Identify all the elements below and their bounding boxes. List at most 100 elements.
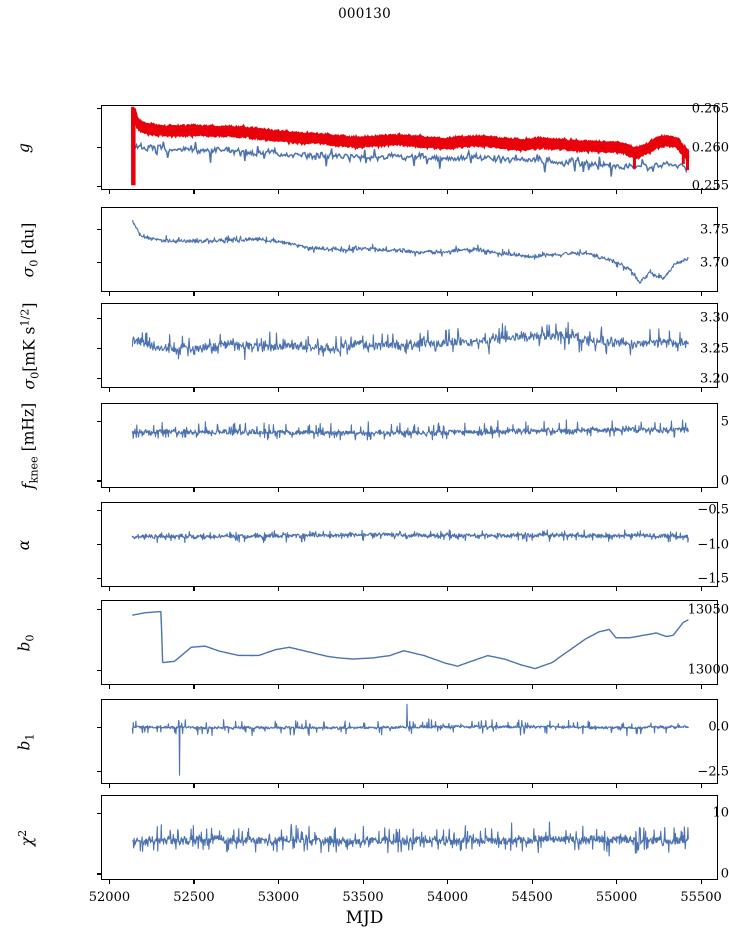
xtickmark-p0-7 xyxy=(700,190,702,194)
trace-b0-series xyxy=(132,612,688,669)
xtickmark-p7-2 xyxy=(277,880,280,884)
ytickmark-b1-1 xyxy=(97,726,101,728)
xtickmark-p5-6 xyxy=(616,685,618,689)
ytick-sigma0-du-0: 3.70 xyxy=(700,255,729,271)
panel-alpha xyxy=(101,502,718,587)
ylabel-sigma0-du: σ0 [du] xyxy=(19,222,41,277)
xtickmark-p4-2 xyxy=(277,587,280,591)
ytickmark-sigma0-mK-2 xyxy=(97,317,101,319)
trace-gain-blue xyxy=(132,142,688,177)
xtickmark-p4-5 xyxy=(531,587,533,591)
xtickmark-p0-2 xyxy=(277,190,280,194)
xtickmark-p5-5 xyxy=(531,685,533,689)
xtick-label-5: 54500 xyxy=(511,890,553,905)
xtick-label-0: 52000 xyxy=(88,890,131,905)
trace-sigma0-mK-series xyxy=(132,323,688,360)
ytick-b1-0: −2.5 xyxy=(697,764,729,780)
ytickmark-b0-0 xyxy=(97,669,101,672)
ytickmark-b1-0 xyxy=(97,771,101,773)
ylabel-chi2: χ2 xyxy=(15,829,37,846)
ytickmark-alpha-2 xyxy=(97,509,101,511)
ytick-sigma0-mK-0: 3.20 xyxy=(700,371,729,387)
ylabel-gain: g xyxy=(15,142,33,153)
xtickmark-p0-1 xyxy=(193,190,195,194)
ylabel-b0: b0 xyxy=(15,633,37,652)
xtickmark-p5-0 xyxy=(108,685,111,689)
panel-f-knee xyxy=(101,403,718,488)
plot-area-sigma0-mK xyxy=(102,304,717,387)
xtickmark-p5-4 xyxy=(447,685,449,689)
ytick-f-knee-1: 5 xyxy=(720,414,729,430)
ytickmark-f-knee-1 xyxy=(97,421,101,423)
trace-gain-red xyxy=(132,107,688,185)
ytickmark-f-knee-0 xyxy=(97,480,101,482)
xtickmark-p2-3 xyxy=(362,388,364,392)
xtickmark-p2-2 xyxy=(277,388,280,392)
ytick-chi2-0: 0 xyxy=(720,866,729,882)
plot-area-f-knee xyxy=(102,404,717,487)
ytick-gain-0: 0.255 xyxy=(691,178,729,194)
ytick-alpha-1: −1.0 xyxy=(697,537,729,552)
ylabel-alpha: α xyxy=(15,539,33,550)
xtick-label-6: 55000 xyxy=(595,890,638,905)
ytick-gain-2: 0.265 xyxy=(691,101,729,117)
xtickmark-p0-6 xyxy=(616,190,618,194)
ytickmark-sigma0-mK-1 xyxy=(97,348,101,350)
xtickmark-p1-3 xyxy=(362,292,364,296)
plot-area-b0 xyxy=(102,601,717,684)
ytick-sigma0-du-1: 3.75 xyxy=(700,222,729,238)
xtickmark-p6-4 xyxy=(447,784,449,788)
ytickmark-gain-1 xyxy=(97,147,101,149)
panel-b0 xyxy=(101,600,718,685)
ytick-alpha-0: −1.5 xyxy=(697,571,729,587)
xtickmark-p6-5 xyxy=(531,784,533,788)
ytick-chi2-1: 10 xyxy=(712,805,729,821)
xtickmark-p0-5 xyxy=(531,190,533,194)
plot-area-gain xyxy=(102,106,717,189)
xlabel-mjd: MJD xyxy=(345,908,384,928)
plot-area-b1 xyxy=(102,700,717,783)
ytickmark-chi2-0 xyxy=(97,873,101,875)
xtickmark-p4-4 xyxy=(447,587,449,591)
xtickmark-p3-1 xyxy=(193,488,195,492)
ytickmark-gain-0 xyxy=(97,185,101,187)
xtickmark-p2-5 xyxy=(531,388,533,392)
xtickmark-p3-6 xyxy=(616,488,618,492)
xtickmark-p6-2 xyxy=(277,784,280,788)
xtickmark-p0-3 xyxy=(362,190,364,194)
xtickmark-p7-6 xyxy=(616,880,618,884)
xtickmark-p3-0 xyxy=(108,488,111,492)
xtickmark-p3-7 xyxy=(700,488,702,492)
panel-b1 xyxy=(101,699,718,784)
xtickmark-p4-1 xyxy=(193,587,195,591)
xtickmark-p6-7 xyxy=(700,784,702,788)
xtick-label-1: 52500 xyxy=(173,890,215,905)
xtickmark-p7-3 xyxy=(362,880,364,884)
xtickmark-p2-7 xyxy=(700,388,702,392)
xtickmark-p1-2 xyxy=(277,292,280,296)
xtick-label-7: 55500 xyxy=(680,890,722,905)
xtickmark-p0-4 xyxy=(447,190,449,194)
xtickmark-p5-3 xyxy=(362,685,364,689)
xtickmark-p6-0 xyxy=(108,784,111,788)
ytickmark-sigma0-du-0 xyxy=(97,262,101,264)
xtickmark-p2-6 xyxy=(616,388,618,392)
xtickmark-p4-7 xyxy=(700,587,702,591)
ytick-b1-1: 0.0 xyxy=(708,719,729,735)
trace-sigma0-du-series xyxy=(132,221,688,284)
xtickmark-p1-5 xyxy=(531,292,533,296)
xtickmark-p1-6 xyxy=(616,292,618,296)
xtick-label-3: 53500 xyxy=(342,890,384,905)
ytickmark-gain-2 xyxy=(97,108,101,110)
xtickmark-p7-1 xyxy=(193,880,195,884)
xtickmark-p3-3 xyxy=(362,488,364,492)
ytick-f-knee-0: 0 xyxy=(720,473,729,489)
panel-gain xyxy=(101,105,718,190)
xtickmark-p5-1 xyxy=(193,685,195,689)
xtickmark-p7-0 xyxy=(108,880,111,884)
xtickmark-p0-0 xyxy=(108,190,111,194)
xtickmark-p7-7 xyxy=(700,880,702,884)
trace-chi2-series xyxy=(132,822,688,856)
xtickmark-p5-2 xyxy=(277,685,280,689)
panel-sigma0-mK xyxy=(101,303,718,388)
